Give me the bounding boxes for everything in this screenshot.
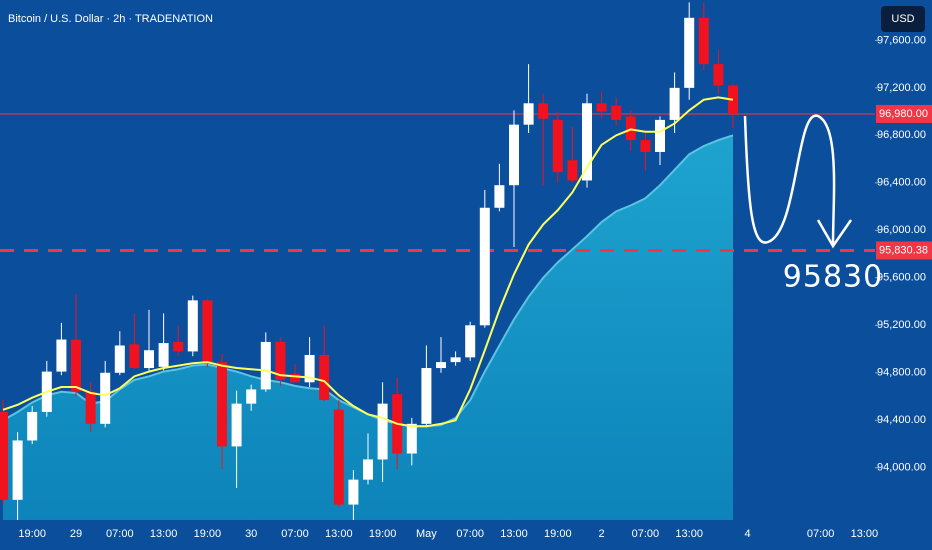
candle-body — [523, 103, 534, 125]
y-tick-label: 96,000.00 — [877, 224, 926, 236]
y-tick-label: 95,200.00 — [877, 319, 926, 331]
candle-body — [538, 103, 549, 119]
x-tick-label: 19:00 — [544, 528, 572, 540]
x-tick-label: 07:00 — [106, 528, 134, 540]
candle-body — [85, 391, 96, 424]
price-label: 96,980.00 — [879, 108, 928, 120]
candle-body — [231, 403, 242, 447]
candle-body — [290, 373, 300, 383]
currency-button[interactable] — [881, 6, 925, 32]
y-tick-label: 97,200.00 — [877, 82, 926, 94]
y-tick-label: 94,800.00 — [877, 367, 926, 379]
candle-body — [27, 411, 38, 441]
candle-body — [348, 479, 359, 505]
candle-body — [494, 185, 505, 208]
x-tick-label: 29 — [70, 528, 82, 540]
x-tick-label: 4 — [745, 528, 751, 540]
y-tick-label: 94,000.00 — [877, 462, 926, 474]
x-tick-label: 07:00 — [632, 528, 660, 540]
forecast-arrow — [743, 114, 836, 245]
x-tick-label: 13:00 — [325, 528, 353, 540]
x-tick-label: 30 — [245, 528, 257, 540]
moving-average — [2, 96, 734, 428]
candle-body — [217, 362, 227, 447]
x-tick-label: 2 — [599, 528, 605, 540]
candle-body — [479, 207, 490, 326]
candle-body — [611, 105, 622, 120]
candle-body — [56, 339, 67, 372]
candle-body — [333, 409, 344, 505]
candle-body — [655, 119, 665, 152]
candle-body — [319, 354, 330, 401]
candle-body — [12, 440, 23, 500]
candle-body — [275, 341, 286, 380]
x-tick-label: 19:00 — [369, 528, 397, 540]
candle-body — [582, 103, 592, 181]
candle-body — [640, 140, 651, 152]
candle-body — [552, 119, 563, 173]
chart-title: Bitcoin / U.S. Dollar · 2h · TRADENATION — [8, 13, 213, 25]
candle-body — [450, 357, 461, 363]
x-tick-label: 19:00 — [18, 528, 46, 540]
candle-body — [114, 345, 125, 373]
candle-body — [129, 344, 140, 369]
price-label-box — [876, 104, 932, 123]
candle-body — [144, 350, 154, 369]
x-tick-label: 07:00 — [456, 528, 484, 540]
candle-body — [669, 87, 680, 120]
candle-body — [377, 403, 388, 460]
x-tick-label: 13:00 — [500, 528, 528, 540]
area — [3, 135, 733, 520]
candle-body — [0, 411, 8, 500]
y-tick-label: 97,600.00 — [877, 34, 926, 46]
x-tick-label: 19:00 — [194, 528, 222, 540]
candle-body — [698, 17, 709, 65]
x-tick-label: 07:00 — [807, 528, 835, 540]
y-tick-label: 96,400.00 — [877, 177, 926, 189]
y-tick-label: 95,600.00 — [877, 272, 926, 284]
candle-body — [406, 423, 417, 454]
x-tick-label: 13:00 — [675, 528, 703, 540]
currency-label: USD — [891, 13, 914, 25]
annotation: 95830 — [783, 260, 883, 295]
price-label: 95,830.38 — [879, 244, 928, 256]
candle-body — [465, 325, 476, 358]
candle-body — [100, 372, 111, 424]
candle-body — [567, 160, 578, 181]
candle-body — [304, 354, 315, 383]
x-tick-label: 13:00 — [150, 528, 178, 540]
y-tick-label: 96,800.00 — [877, 129, 926, 141]
candle-body — [436, 362, 446, 369]
candle-body — [260, 341, 271, 390]
candle-body — [509, 124, 519, 186]
candle-body — [684, 17, 695, 88]
x-tick-label: 13:00 — [851, 528, 879, 540]
price-label-box — [876, 241, 932, 260]
candle-body — [71, 339, 81, 392]
plot-area: 94,000.00 94,400.00 94,800.00 95,200.00 95,6… — [0, 2, 926, 540]
candle-body — [202, 300, 213, 363]
candle-body — [187, 300, 198, 352]
y-tick-label: 94,400.00 — [877, 414, 926, 426]
candle-body — [246, 389, 257, 404]
candle-body — [158, 343, 169, 367]
x-tick-label: 07:00 — [281, 528, 309, 540]
arrow-head — [816, 219, 853, 249]
candle-body — [596, 103, 607, 112]
candle-body — [713, 64, 724, 86]
candle-body — [421, 368, 432, 424]
x-tick-label: May — [416, 528, 437, 540]
candle-body — [363, 459, 373, 480]
candle-body — [625, 116, 636, 141]
candle-body — [173, 341, 184, 352]
